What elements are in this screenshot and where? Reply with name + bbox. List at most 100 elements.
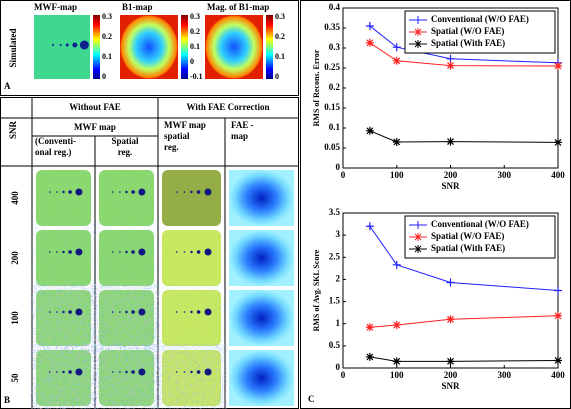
x-tick-label: 100 [390, 370, 404, 380]
fae-map [229, 350, 294, 406]
lesion [56, 371, 58, 373]
lesion [80, 41, 89, 50]
fae-map [229, 290, 294, 346]
lesion [112, 311, 114, 313]
map-title: Mag. of B1-map [207, 2, 269, 12]
lesion [75, 189, 82, 196]
lesion [176, 311, 178, 313]
lesion [197, 250, 201, 254]
legend-marker [414, 28, 422, 36]
legend-marker [414, 245, 422, 253]
lesion [75, 309, 82, 316]
marker [554, 356, 562, 364]
y-axis-label: RMS of Recons. Error [312, 49, 321, 126]
colorbar-tick-label: 0.3 [190, 12, 200, 21]
colorbar-tick-label: 0.3 [102, 12, 112, 21]
lesion [62, 311, 64, 313]
colorbar-tick-label: -0.1 [190, 72, 203, 81]
noise [162, 350, 221, 406]
lesion [56, 311, 58, 313]
map-title: MWF-map [34, 2, 77, 12]
row-label: 50 [10, 373, 20, 383]
lesion [125, 371, 127, 373]
lesion [119, 371, 121, 373]
lesion [62, 191, 64, 193]
y-tick-label: 2 [336, 273, 341, 283]
legend-label: Spatial (With FAE) [431, 243, 505, 253]
lesion [68, 190, 72, 194]
lesion [119, 311, 121, 313]
marker [366, 323, 374, 331]
fae-map [229, 230, 294, 286]
x-tick-label: 0 [341, 170, 346, 180]
colorbar-tick-label: 0.2 [102, 32, 112, 41]
y-tick-label: 0.3 [329, 42, 341, 52]
noise [36, 290, 91, 346]
lesion [62, 371, 64, 373]
lesion [190, 311, 192, 313]
lesion [176, 251, 178, 253]
marker [393, 57, 401, 65]
lesion [190, 251, 192, 253]
marker [393, 138, 401, 146]
lesion [49, 251, 51, 253]
x-tick-label: 300 [498, 370, 512, 380]
noise [36, 350, 91, 406]
column-header: reg. [118, 147, 133, 157]
map-image [120, 15, 178, 79]
lesion [49, 191, 51, 193]
x-tick-label: 400 [551, 170, 565, 180]
lesion [205, 369, 212, 376]
map-title: B1-map [122, 2, 153, 12]
marker [393, 357, 401, 365]
y-axis-label: RMS of Avg. SKL Score [312, 249, 321, 331]
fae-map [229, 170, 294, 226]
column-header: FAE - [231, 120, 254, 130]
lesion [75, 369, 82, 376]
legend-label: Spatial (W/O FAE) [431, 26, 504, 36]
marker [366, 39, 374, 47]
x-tick-label: 300 [498, 170, 512, 180]
y-tick-label: 3.5 [329, 207, 341, 217]
subgroup-header: MWF map [74, 122, 116, 132]
marker [554, 138, 562, 146]
lesion [112, 191, 114, 193]
colorbar-tick-label: 0 [275, 72, 279, 81]
marker [447, 138, 455, 146]
noise [36, 170, 91, 226]
legend-label: Spatial (With FAE) [431, 38, 505, 48]
marker [554, 62, 562, 70]
noise [99, 350, 154, 406]
colorbar [93, 15, 100, 79]
lesion [131, 370, 135, 374]
y-tick-label: 0.05 [324, 142, 340, 152]
lesion [190, 371, 192, 373]
colorbar-tick-label: 0.1 [102, 52, 112, 61]
lesion [131, 310, 135, 314]
colorbar [266, 15, 273, 79]
colorbar-tick-label: 0.1 [275, 52, 285, 61]
lesion [184, 311, 186, 313]
y-tick-label: 0.2 [329, 82, 341, 92]
lesion [112, 251, 114, 253]
marker [554, 312, 562, 320]
x-tick-label: 0 [341, 370, 346, 380]
lesion [205, 189, 212, 196]
column-header: map [231, 131, 248, 141]
lesion [131, 190, 135, 194]
lesion [205, 309, 212, 316]
row-label: 100 [10, 311, 20, 325]
lesion [197, 190, 201, 194]
y-tick-label: 0.15 [324, 102, 340, 112]
noise [99, 170, 154, 226]
legend-marker [414, 40, 422, 48]
y-tick-label: 0.35 [324, 22, 340, 32]
lesion [72, 43, 77, 48]
row-label: Simulated [8, 28, 18, 67]
panel-label: B [4, 395, 10, 405]
y-tick-label: 1 [336, 318, 341, 328]
colorbar-tick-label: 0.1 [190, 42, 200, 51]
column-header: MWF map [164, 120, 206, 130]
lesion [197, 310, 201, 314]
legend-marker [414, 233, 422, 241]
